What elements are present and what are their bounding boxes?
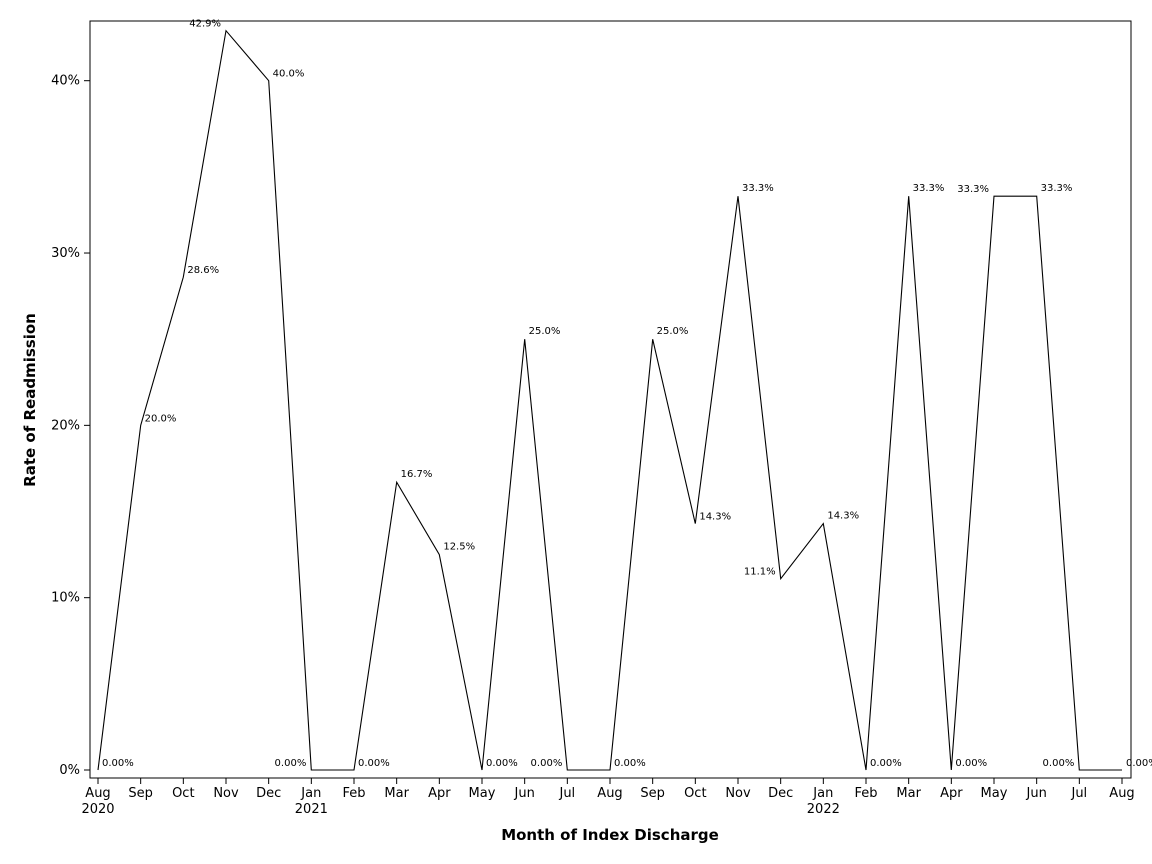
data-label: 0.00%	[614, 758, 646, 769]
x-tick-label: Jul	[1070, 786, 1087, 801]
data-label: 0.00%	[102, 758, 134, 769]
x-tick-label: Oct	[172, 786, 194, 801]
x-tick-label: Nov	[213, 786, 239, 801]
data-label: 25.0%	[529, 326, 561, 337]
x-tick-label: Oct	[684, 786, 706, 801]
x-tick-label: Dec	[768, 786, 793, 801]
x-tick-year-label: 2020	[81, 802, 114, 817]
x-tick-label: Mar	[384, 786, 409, 801]
data-label: 0.00%	[531, 758, 563, 769]
y-tick-label: 20%	[51, 418, 80, 433]
data-label: 28.6%	[187, 265, 219, 276]
y-tick-label: 0%	[59, 763, 80, 778]
x-tick-label: May	[469, 786, 496, 801]
x-tick-label: Apr	[428, 786, 451, 801]
data-label: 14.3%	[699, 512, 731, 523]
x-tick-label: May	[981, 786, 1008, 801]
x-tick-label: Jan	[300, 786, 321, 801]
y-tick-label: 30%	[51, 246, 80, 261]
data-label: 33.3%	[957, 184, 989, 195]
data-label: 11.1%	[744, 567, 776, 578]
data-label: 33.3%	[742, 183, 774, 194]
plot-frame	[89, 20, 1132, 779]
x-axis-title: Month of Index Discharge	[501, 826, 719, 844]
x-tick-label: Jun	[1026, 786, 1047, 801]
x-tick-label: Feb	[854, 786, 877, 801]
data-label: 0.00%	[486, 758, 518, 769]
data-label: 16.7%	[401, 469, 433, 480]
x-tick-year-label: 2021	[295, 802, 328, 817]
data-label: 40.0%	[273, 69, 305, 80]
y-tick-label: 10%	[51, 591, 80, 606]
x-tick-label: Jun	[514, 786, 535, 801]
x-tick-label: Aug	[85, 786, 110, 801]
x-tick-label: Aug	[1109, 786, 1134, 801]
data-label: 0.00%	[1043, 758, 1075, 769]
x-tick-label: Jul	[558, 786, 575, 801]
data-label: 20.0%	[145, 413, 177, 424]
x-tick-label: Mar	[896, 786, 921, 801]
data-label: 0.00%	[358, 758, 390, 769]
readmission-rate-line	[97, 29, 1122, 771]
x-tick-year-label: 2022	[807, 802, 840, 817]
data-label: 42.9%	[189, 19, 221, 30]
x-tick-label: Jan	[812, 786, 833, 801]
y-axis: 0% 10% 20% 30% 40%	[51, 74, 90, 778]
data-label: 33.3%	[913, 183, 945, 194]
data-label: 14.3%	[827, 511, 859, 522]
x-tick-label: Sep	[128, 786, 153, 801]
x-tick-label: Apr	[940, 786, 963, 801]
data-label: 12.5%	[443, 542, 475, 553]
x-tick-label: Nov	[725, 786, 751, 801]
x-tick-label: Dec	[256, 786, 281, 801]
data-label: 0.00%	[1126, 758, 1152, 769]
data-label: 25.0%	[657, 326, 689, 337]
data-labels: 0.00% 20.0% 28.6% 42.9% 40.0% 0.00% 0.00% 16.7%…	[102, 19, 1152, 769]
y-tick-label: 40%	[51, 74, 80, 89]
data-label: 33.3%	[1041, 183, 1073, 194]
series-line	[97, 29, 1122, 771]
data-label: 0.00%	[275, 758, 307, 769]
data-label: 0.00%	[870, 758, 902, 769]
data-label: 0.00%	[955, 758, 987, 769]
x-tick-label: Aug	[597, 786, 622, 801]
x-tick-label: Sep	[640, 786, 665, 801]
y-axis-title: Rate of Readmission	[21, 313, 39, 487]
x-tick-label: Feb	[342, 786, 365, 801]
